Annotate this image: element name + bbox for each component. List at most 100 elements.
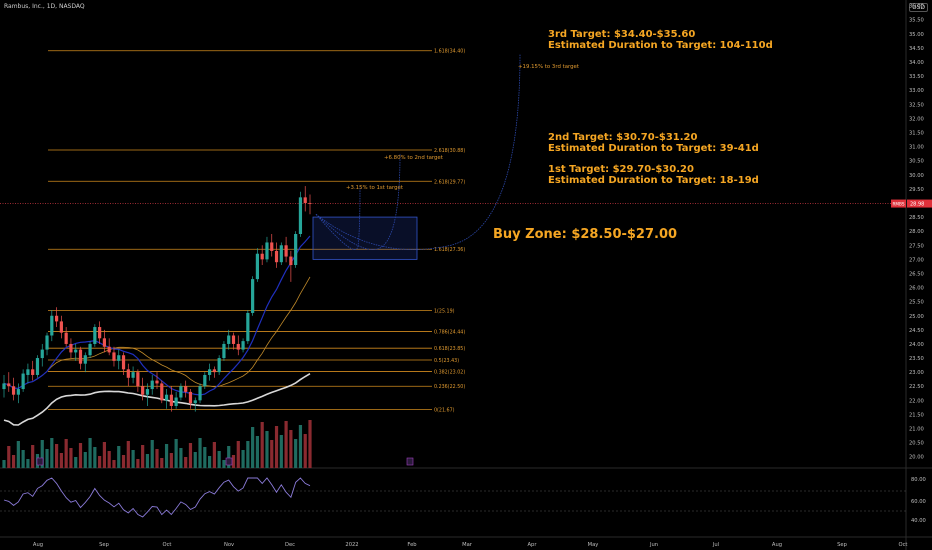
volume-bar xyxy=(231,455,236,468)
time-axis-label: Aug xyxy=(33,542,43,548)
price-tick-label: 20.00 xyxy=(909,455,924,461)
price-tick-label: 24.50 xyxy=(909,328,924,334)
volume-bar xyxy=(126,441,130,468)
candle-body xyxy=(246,312,250,342)
price-tick-label: 33.50 xyxy=(909,74,924,80)
volume-bar xyxy=(59,453,63,468)
price-tick-label: 32.50 xyxy=(909,102,924,108)
projection-label: +6.80% to 2nd target xyxy=(384,155,443,161)
fib-level-label: 0.618(23.85) xyxy=(434,346,465,352)
volume-bar xyxy=(227,446,231,468)
candle-body xyxy=(179,386,183,398)
target-annotation-title: 3rd Target: $34.40-$35.60 xyxy=(548,29,695,40)
volume-bar xyxy=(64,439,68,468)
candle-body xyxy=(78,349,83,364)
candle-body xyxy=(83,355,87,364)
volume-bar xyxy=(93,447,97,468)
candle-body xyxy=(145,389,150,395)
candle-body xyxy=(203,374,207,387)
target-annotation-title: 1st Target: $29.70-$30.20 xyxy=(548,164,694,175)
candle-body xyxy=(45,335,49,350)
time-axis-label: Feb xyxy=(407,542,417,548)
buy-zone-annotation: Buy Zone: $28.50-$27.00 xyxy=(493,227,677,242)
volume-bar xyxy=(274,426,279,468)
volume-bar xyxy=(265,431,269,468)
candle-body xyxy=(265,242,269,260)
volume-bar xyxy=(112,460,116,468)
volume-bar xyxy=(83,452,87,468)
time-axis-label: May xyxy=(588,542,599,548)
volume-bar xyxy=(179,448,183,468)
volume-bar xyxy=(121,455,126,468)
candle-body xyxy=(303,197,307,203)
candle-body xyxy=(164,394,169,401)
candle-body xyxy=(16,389,20,395)
volume-bar xyxy=(117,446,121,468)
volume-bar xyxy=(155,449,159,468)
volume-bar xyxy=(2,460,6,468)
fib-level-label: 2.618(30.88) xyxy=(434,148,465,154)
time-axis-label: Aug xyxy=(772,542,782,548)
candle-body xyxy=(274,250,279,263)
candle-body xyxy=(7,383,11,387)
currency-badge[interactable]: USD xyxy=(909,3,928,12)
candle-body xyxy=(117,355,121,361)
rsi-line xyxy=(3,477,311,518)
volume-bar xyxy=(294,439,298,468)
volume-bar xyxy=(217,451,221,468)
time-axis-label: Jul xyxy=(712,542,719,548)
volume-bar xyxy=(279,435,283,468)
candle-body xyxy=(294,234,298,266)
candle-body xyxy=(260,253,264,260)
volume-bar xyxy=(88,438,92,468)
rsi-axis-label: 60.00 xyxy=(911,499,926,505)
fib-level-label: 0(21.67) xyxy=(434,408,455,414)
fib-level-label: 1.618(27.36) xyxy=(434,247,465,253)
price-tick-label: 29.50 xyxy=(909,187,924,193)
candle-body xyxy=(207,369,212,375)
candle-body xyxy=(150,380,154,390)
candle-body xyxy=(131,372,135,378)
buy-zone-box xyxy=(312,216,418,260)
price-tick-label: 28.00 xyxy=(909,229,924,235)
rsi-axis-label: 80.00 xyxy=(911,477,926,483)
volume-bar xyxy=(141,445,145,468)
candle-body xyxy=(212,369,216,373)
volume-bar xyxy=(270,440,274,468)
price-tick-label: 22.50 xyxy=(909,384,924,390)
volume-bar xyxy=(150,440,154,468)
projection-path xyxy=(315,53,521,250)
volume-bar xyxy=(174,439,178,468)
candle-body xyxy=(54,315,59,322)
candle-body xyxy=(289,256,293,266)
price-tick-label: 30.50 xyxy=(909,159,924,165)
price-tick-label: 26.00 xyxy=(909,286,924,292)
time-axis-label: Oct xyxy=(163,542,172,548)
event-marker xyxy=(225,457,233,466)
price-tick-label: 25.50 xyxy=(909,300,924,306)
candle-body xyxy=(308,202,312,204)
price-tick-label: 35.00 xyxy=(909,32,924,38)
projection-label: +3.15% to 1st target xyxy=(346,185,403,191)
price-tick-label: 28.50 xyxy=(909,215,924,221)
candle-body xyxy=(2,383,6,390)
candle-body xyxy=(31,369,35,375)
price-tick-label: 36.00 xyxy=(909,4,924,10)
candle-body xyxy=(26,369,30,375)
time-axis-label: Nov xyxy=(224,542,234,548)
fib-level-label: 0.5(23.43) xyxy=(434,358,459,364)
volume-bar xyxy=(308,420,312,468)
projection-label: +19.15% to 3rd target xyxy=(518,64,579,70)
price-tick-label: 22.00 xyxy=(909,398,924,404)
rsi-axis-label: 40.00 xyxy=(911,518,926,524)
candle-body xyxy=(251,279,255,313)
candle-body xyxy=(107,346,111,353)
volume-bar xyxy=(184,457,188,468)
candle-body xyxy=(98,327,102,339)
volume-bar xyxy=(98,456,102,468)
volume-bar xyxy=(136,459,140,468)
target-annotation-duration: Estimated Duration to Target: 39-41d xyxy=(548,143,759,154)
volume-bar xyxy=(246,441,250,468)
candle-body xyxy=(136,372,140,387)
